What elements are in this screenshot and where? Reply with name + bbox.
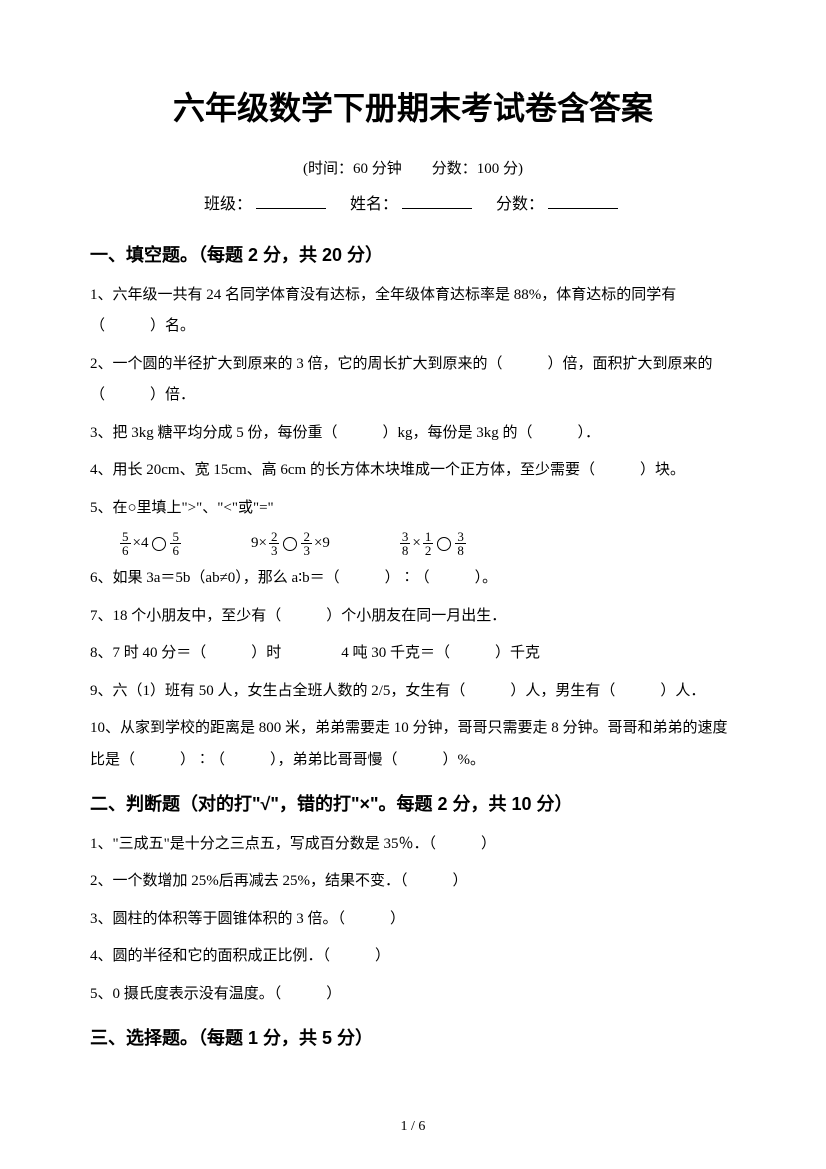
expr2-post: ×9 [314,530,330,557]
expr3-f2d: 2 [423,544,434,557]
s2-q5: 5、0 摄氏度表示没有温度。（ ） [90,979,736,1011]
class-blank [256,193,326,209]
s2-q1: 1、"三成五"是十分之三点五，写成百分数是 35％．（ ） [90,829,736,861]
section1-heading: 一、填空题。（每题 2 分，共 20 分） [90,239,736,271]
s2-q3: 3、圆柱的体积等于圆锥体积的 3 倍。（ ） [90,904,736,936]
s1-q9: 9、六（1）班有 50 人，女生占全班人数的 2/5，女生有（ ）人，男生有（ … [90,676,736,708]
s1-q4: 4、用长 20cm、宽 15cm、高 6cm 的长方体木块堆成一个正方体，至少需… [90,455,736,487]
expr3-f1d: 8 [400,544,411,557]
s2-q4: 4、圆的半径和它的面积成正比例．（ ） [90,941,736,973]
expr1-f2d: 6 [170,544,181,557]
expr2-f1d: 3 [269,544,280,557]
expr1-f1n: 5 [120,530,131,544]
expr3: 38 × 12 38 [400,530,466,557]
expr1: 56 ×4 56 [120,530,181,557]
score-label: 分数： [496,196,544,213]
s1-q6: 6、如果 3a＝5b（ab≠0），那么 a∶b＝（ ）∶（ ）。 [90,563,736,595]
expr3-f3d: 8 [455,544,466,557]
student-info-line: 班级： 姓名： 分数： [90,191,736,220]
s1-q2: 2、一个圆的半径扩大到原来的 3 倍，它的周长扩大到原来的（ ）倍，面积扩大到原… [90,349,736,412]
page-number: 1 / 6 [0,1114,826,1139]
expr1-f1d: 6 [120,544,131,557]
exam-meta: (时间：60 分钟 分数：100 分) [90,156,736,183]
s1-q5-math: 56 ×4 56 9× 23 23 ×9 38 × 12 38 [90,530,736,557]
section3-heading: 三、选择题。（每题 1 分，共 5 分） [90,1022,736,1054]
expr3-op: × [412,530,420,557]
expr2-f1n: 2 [269,530,280,544]
expr2-circle [283,537,297,551]
score-blank [548,193,618,209]
expr3-f3n: 3 [455,530,466,544]
name-label: 姓名： [350,196,398,213]
s1-q1: 1、六年级一共有 24 名同学体育没有达标，全年级体育达标率是 88%，体育达标… [90,280,736,343]
s1-q3: 3、把 3kg 糖平均分成 5 份，每份重（ ）kg，每份是 3kg 的（ ）． [90,418,736,450]
expr1-op: ×4 [133,530,149,557]
name-blank [402,193,472,209]
expr2: 9× 23 23 ×9 [251,530,330,557]
expr1-f2n: 5 [170,530,181,544]
s2-q2: 2、一个数增加 25%后再减去 25%，结果不变．（ ） [90,866,736,898]
page-title: 六年级数学下册期末考试卷含答案 [90,80,736,138]
s1-q8: 8、7 时 40 分＝（ ）时 4 吨 30 千克＝（ ）千克 [90,638,736,670]
class-label: 班级： [204,196,252,213]
expr3-f1n: 3 [400,530,411,544]
expr2-f2d: 3 [301,544,312,557]
s1-q5: 5、在○里填上">"、"<"或"=" [90,493,736,525]
expr2-f2n: 2 [301,530,312,544]
section2-heading: 二、判断题（对的打"√"，错的打"×"。每题 2 分，共 10 分） [90,788,736,820]
expr3-circle [437,537,451,551]
s1-q7: 7、18 个小朋友中，至少有（ ）个小朋友在同一月出生． [90,601,736,633]
expr3-f2n: 1 [423,530,434,544]
expr1-circle [152,537,166,551]
expr2-pre: 9× [251,530,267,557]
s1-q10: 10、从家到学校的距离是 800 米，弟弟需要走 10 分钟，哥哥只需要走 8 … [90,713,736,776]
